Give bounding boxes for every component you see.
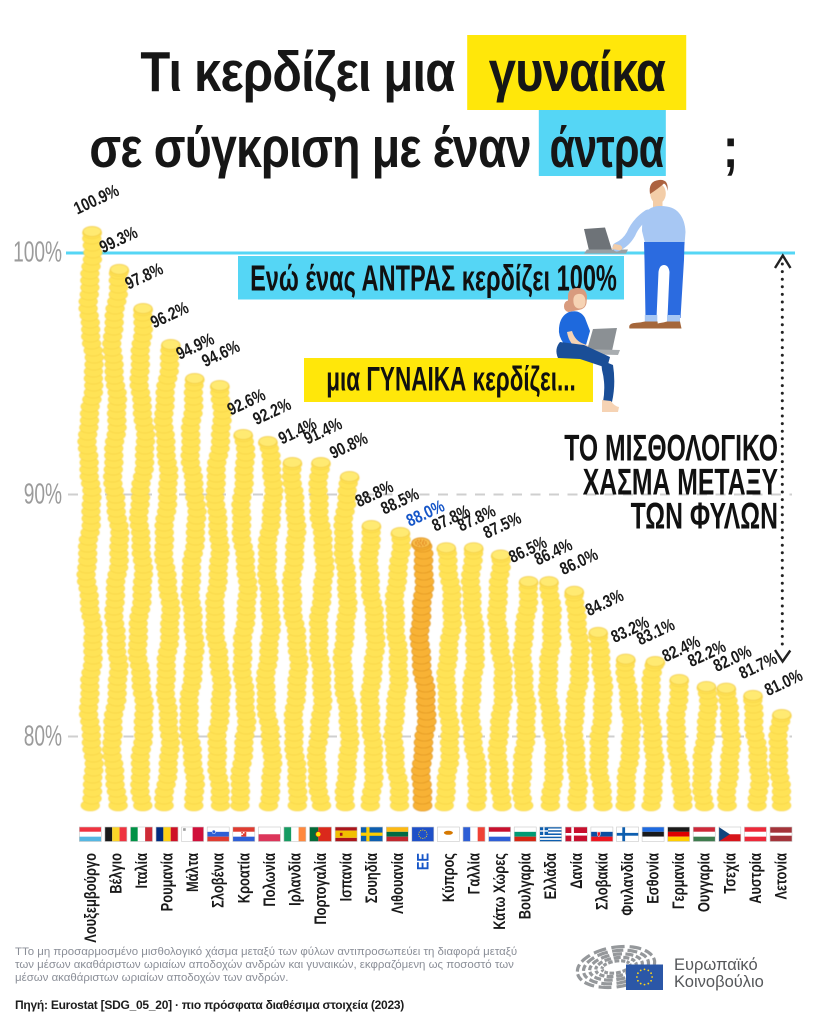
svg-text:Γερμανία: Γερμανία <box>671 853 689 909</box>
svg-text:Ουγγαρία: Ουγγαρία <box>696 853 714 912</box>
svg-text:100%: 100% <box>13 237 62 269</box>
svg-text:Αυστρία: Αυστρία <box>748 853 766 904</box>
svg-text:ΤΟ ΜΙΣΘΟΛΟΓΙΚΟ: ΤΟ ΜΙΣΘΟΛΟΓΙΚΟ <box>564 426 778 468</box>
svg-text:Κροατία: Κροατία <box>236 853 254 903</box>
svg-text:ΕΕ: ΕΕ <box>415 853 433 870</box>
svg-text:Σλοβακία: Σλοβακία <box>594 853 612 910</box>
svg-text:Τσεχία: Τσεχία <box>722 853 740 894</box>
svg-text:Σουηδία: Σουηδία <box>364 853 382 903</box>
svg-text:Βέλγιο: Βέλγιο <box>108 853 126 894</box>
svg-text:Ευρωπαϊκό: Ευρωπαϊκό <box>674 956 758 974</box>
svg-text:Ιταλία: Ιταλία <box>134 853 152 888</box>
svg-text:Εσθονία: Εσθονία <box>645 853 663 904</box>
svg-text:Λουξεμβούργο: Λουξεμβούργο <box>82 853 100 943</box>
svg-text:Βουλγαρία: Βουλγαρία <box>517 853 535 919</box>
svg-text:Πολωνία: Πολωνία <box>262 853 280 907</box>
svg-text:μια ΓΥΝΑΙΚΑ κερδίζει...: μια ΓΥΝΑΙΚΑ κερδίζει... <box>326 361 576 399</box>
svg-text:ΤΩΝ ΦΥΛΩΝ: ΤΩΝ ΦΥΛΩΝ <box>631 494 778 536</box>
svg-text:Ρουμανία: Ρουμανία <box>159 853 177 911</box>
svg-text:Ισπανία: Ισπανία <box>338 853 356 901</box>
svg-text:Μάλτα: Μάλτα <box>185 853 203 892</box>
svg-text:Λιθουανία: Λιθουανία <box>389 853 407 914</box>
svg-text:Κοινοβούλιο: Κοινοβούλιο <box>674 973 764 991</box>
svg-text:Ιρλανδία: Ιρλανδία <box>287 853 305 906</box>
svg-text:80%: 80% <box>24 721 62 753</box>
svg-text:Φινλανδία: Φινλανδία <box>620 853 638 916</box>
svg-text:Γαλλία: Γαλλία <box>466 853 484 894</box>
svg-text:Λετονία: Λετονία <box>773 853 791 900</box>
svg-text:90%: 90% <box>24 479 62 511</box>
svg-text:ΧΑΣΜΑ ΜΕΤΑΞΥ: ΧΑΣΜΑ ΜΕΤΑΞΥ <box>583 460 778 502</box>
svg-text:Ενώ ένας ΑΝΤΡΑΣ κερδίζει 100%: Ενώ ένας ΑΝΤΡΑΣ κερδίζει 100% <box>250 259 617 299</box>
svg-text:Ελλάδα: Ελλάδα <box>543 853 561 899</box>
svg-text:Πορτογαλία: Πορτογαλία <box>313 853 331 925</box>
svg-text:Κάτω Χώρες: Κάτω Χώρες <box>492 853 510 930</box>
svg-text:Δανία: Δανία <box>568 853 586 889</box>
svg-text:Σλοβένια: Σλοβένια <box>210 853 228 908</box>
svg-text:Κύπρος: Κύπρος <box>441 853 459 902</box>
